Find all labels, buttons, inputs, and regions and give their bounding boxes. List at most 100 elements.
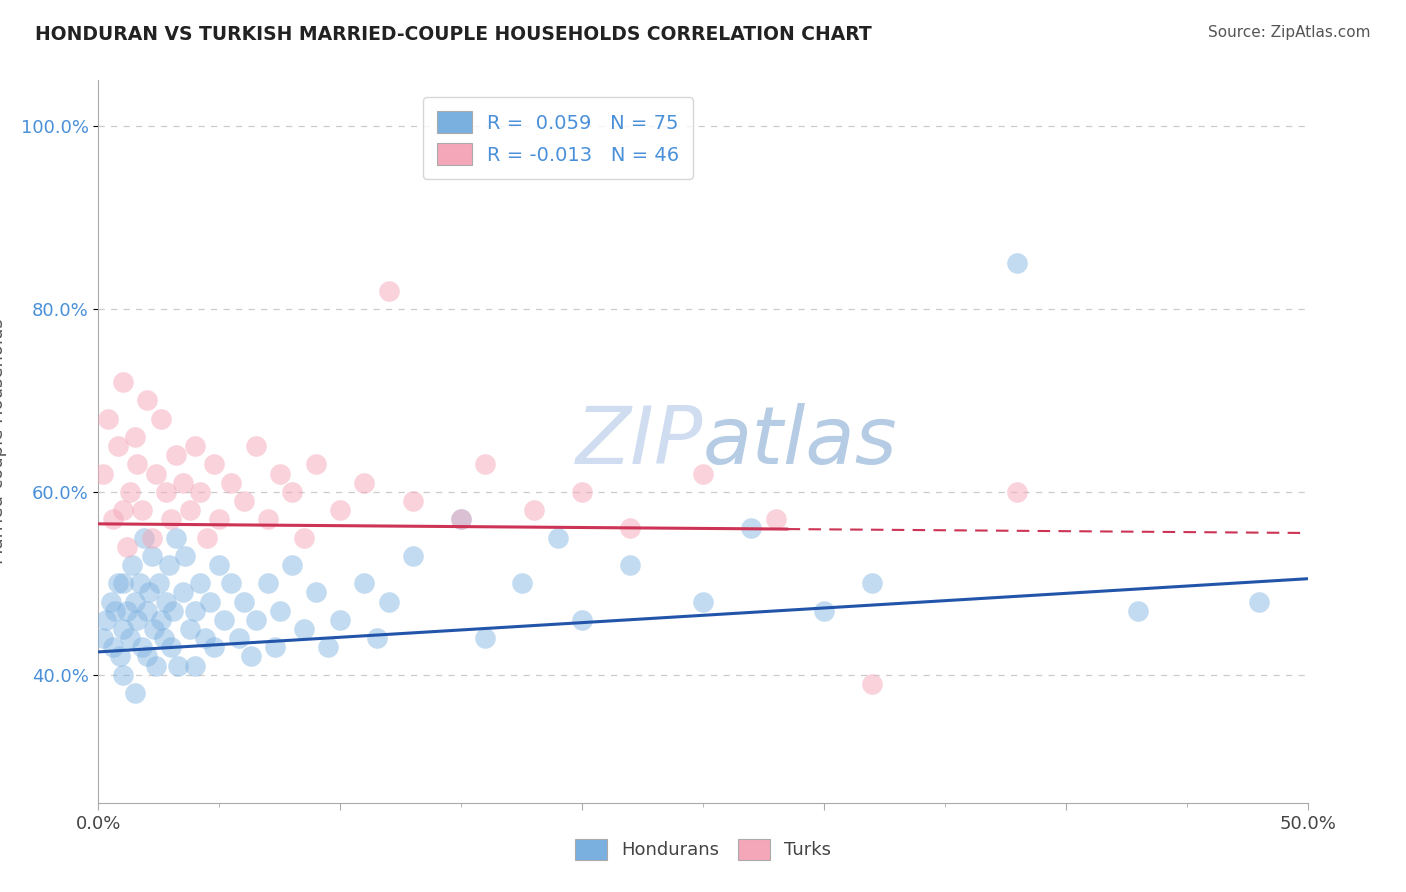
- Point: [188, 576, 211, 591]
- Point: [377, 594, 399, 608]
- Point: [141, 531, 163, 545]
- Point: [179, 503, 201, 517]
- Point: [813, 604, 835, 618]
- Point: [619, 521, 641, 535]
- Point: [281, 484, 304, 499]
- Point: [184, 604, 207, 618]
- Point: [765, 512, 787, 526]
- Point: [91, 631, 114, 645]
- Point: [212, 613, 235, 627]
- Point: [245, 613, 267, 627]
- Point: [135, 649, 157, 664]
- Point: [124, 686, 146, 700]
- Point: [198, 594, 221, 608]
- Point: [184, 658, 207, 673]
- Point: [165, 531, 187, 545]
- Point: [124, 594, 146, 608]
- Point: [108, 649, 131, 664]
- Point: [155, 484, 177, 499]
- Point: [101, 640, 124, 655]
- Point: [269, 604, 291, 618]
- Point: [228, 631, 250, 645]
- Point: [135, 393, 157, 408]
- Point: [402, 494, 425, 508]
- Point: [692, 594, 714, 608]
- Point: [111, 667, 134, 681]
- Text: Source: ZipAtlas.com: Source: ZipAtlas.com: [1208, 25, 1371, 40]
- Point: [239, 649, 262, 664]
- Point: [256, 576, 278, 591]
- Point: [128, 576, 150, 591]
- Point: [316, 640, 339, 655]
- Point: [145, 658, 167, 673]
- Point: [117, 540, 139, 554]
- Point: [134, 531, 156, 545]
- Point: [160, 512, 183, 526]
- Point: [160, 640, 183, 655]
- Point: [292, 622, 315, 636]
- Point: [860, 576, 883, 591]
- Point: [264, 640, 287, 655]
- Point: [150, 613, 173, 627]
- Point: [510, 576, 533, 591]
- Point: [450, 512, 472, 526]
- Point: [135, 604, 157, 618]
- Point: [292, 531, 315, 545]
- Text: atlas: atlas: [703, 402, 898, 481]
- Point: [165, 448, 187, 462]
- Point: [101, 512, 124, 526]
- Point: [204, 458, 226, 472]
- Point: [162, 604, 184, 618]
- Point: [167, 658, 190, 673]
- Point: [305, 458, 328, 472]
- Point: [204, 640, 226, 655]
- Point: [571, 484, 593, 499]
- Point: [111, 503, 134, 517]
- Text: ZIP: ZIP: [575, 402, 703, 481]
- Point: [138, 585, 160, 599]
- Point: [143, 622, 166, 636]
- Point: [195, 531, 218, 545]
- Point: [150, 411, 173, 425]
- Point: [148, 576, 170, 591]
- Point: [1007, 256, 1029, 270]
- Point: [547, 531, 569, 545]
- Point: [91, 467, 114, 481]
- Point: [145, 467, 167, 481]
- Point: [221, 475, 243, 490]
- Point: [571, 613, 593, 627]
- Point: [692, 467, 714, 481]
- Point: [141, 549, 163, 563]
- Point: [402, 549, 425, 563]
- Point: [256, 512, 278, 526]
- Point: [174, 549, 197, 563]
- Point: [118, 631, 141, 645]
- Point: [353, 576, 375, 591]
- Point: [111, 375, 134, 389]
- Point: [232, 594, 254, 608]
- Point: [1249, 594, 1271, 608]
- Point: [188, 484, 211, 499]
- Point: [329, 503, 352, 517]
- Text: HONDURAN VS TURKISH MARRIED-COUPLE HOUSEHOLDS CORRELATION CHART: HONDURAN VS TURKISH MARRIED-COUPLE HOUSE…: [35, 25, 872, 44]
- Point: [194, 631, 217, 645]
- Point: [127, 613, 149, 627]
- Point: [131, 640, 153, 655]
- Point: [172, 475, 194, 490]
- Point: [523, 503, 546, 517]
- Legend: R =  0.059   N = 75, R = -0.013   N = 46: R = 0.059 N = 75, R = -0.013 N = 46: [423, 97, 693, 179]
- Point: [1007, 484, 1029, 499]
- Point: [111, 576, 134, 591]
- Point: [184, 439, 207, 453]
- Point: [221, 576, 243, 591]
- Point: [329, 613, 352, 627]
- Point: [377, 284, 399, 298]
- Point: [117, 604, 139, 618]
- Point: [208, 512, 231, 526]
- Point: [366, 631, 388, 645]
- Point: [107, 576, 129, 591]
- Point: [124, 430, 146, 444]
- Point: [860, 677, 883, 691]
- Point: [104, 604, 127, 618]
- Point: [111, 622, 134, 636]
